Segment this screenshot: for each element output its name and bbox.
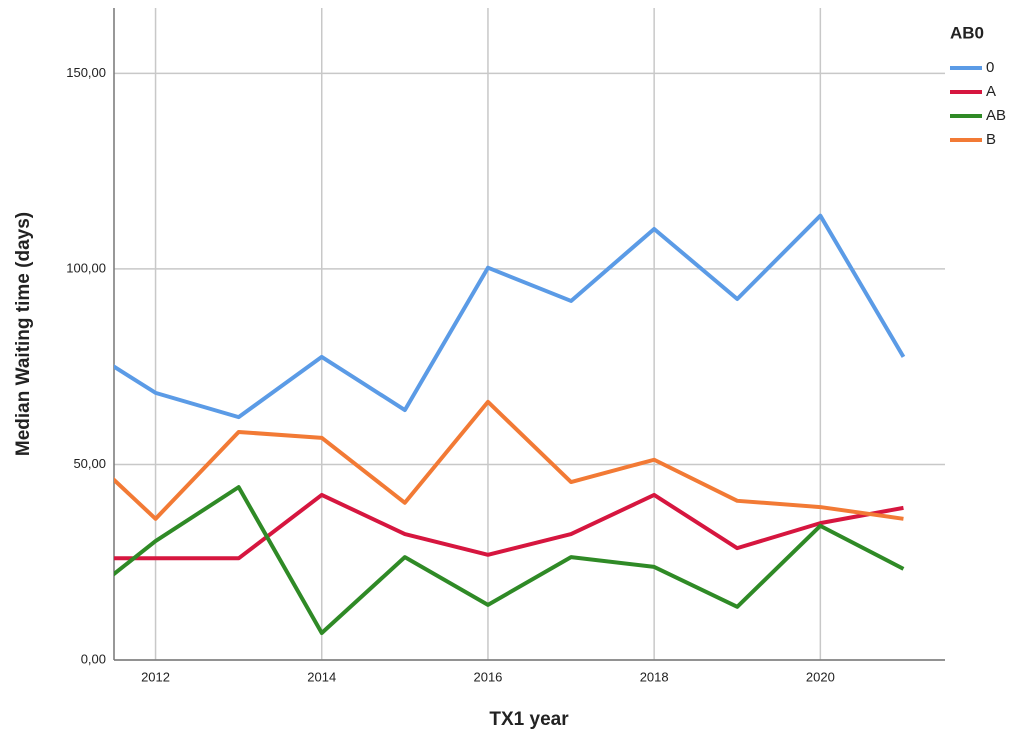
x-tick-label: 2020	[806, 669, 835, 684]
y-tick-label: 100,00	[66, 260, 106, 275]
y-tick-label: 50,00	[73, 456, 106, 471]
legend-label: AB	[986, 107, 1006, 124]
legend-title: AB0	[950, 23, 984, 42]
legend-label: 0	[986, 59, 994, 76]
series-line	[114, 485, 905, 636]
plot-area	[114, 213, 906, 636]
x-tick-label: 2018	[640, 669, 669, 684]
series-line	[114, 492, 904, 561]
legend-label: B	[986, 131, 996, 148]
y-axis-title: Median Waiting time (days)	[13, 212, 34, 456]
legend-label: A	[986, 83, 996, 100]
x-axis-title: TX1 year	[489, 709, 569, 730]
x-tick-label: 2014	[307, 669, 336, 684]
series-line	[114, 213, 906, 420]
x-tick-label: 2016	[473, 669, 502, 684]
series-line	[114, 399, 904, 521]
y-tick-label: 150,00	[66, 65, 106, 80]
x-tick-label: 2012	[141, 669, 170, 684]
y-tick-label: 0,00	[81, 651, 106, 666]
